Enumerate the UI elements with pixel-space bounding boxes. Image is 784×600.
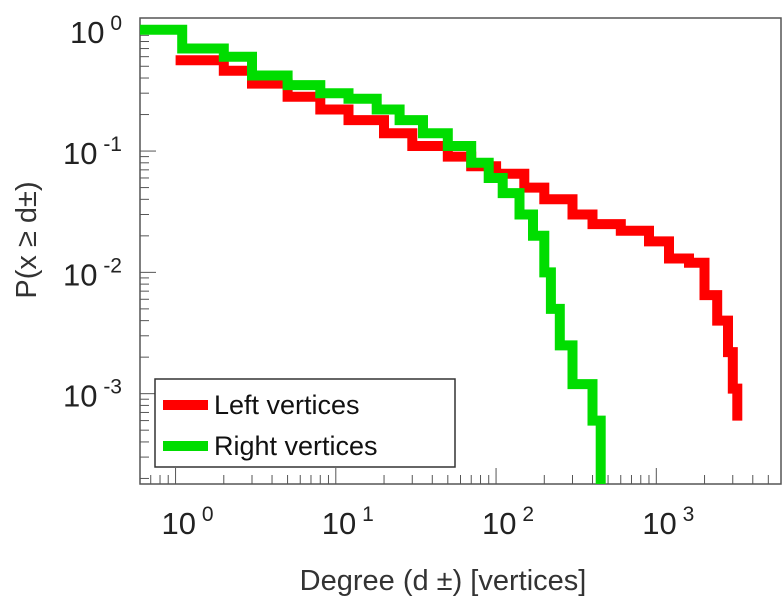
x-tick-label: 10 1 [322,503,374,541]
plot-area [139,17,782,485]
x-tick-labels: 10 0 10 1 10 2 10 3 [162,503,695,541]
legend-label-right: Right vertices [214,431,378,461]
x-minor-ticks [139,468,782,484]
legend-label-left: Left vertices [214,390,360,420]
x-tick-label: 10 0 [162,503,214,541]
x-axis-label: Degree (d ±) [vertices] [300,565,587,597]
y-tick-label: 10 -2 [63,254,122,292]
x-tick-label: 10 3 [642,503,694,541]
legend: Left vertices Right vertices [154,378,456,468]
y-minor-ticks [140,29,156,479]
series-right-vertices [140,24,606,484]
y-axis-label: P(x ≥ d±) [11,181,43,298]
legend-box [154,378,456,468]
y-tick-label: 10 0 [70,12,122,50]
series-layer [140,24,743,484]
y-tick-labels: 10 0 10 -1 10 -2 10 -3 [63,12,122,414]
x-tick-label: 10 2 [482,503,534,541]
y-tick-label: 10 -1 [63,133,122,171]
series-left-vertices [175,55,743,421]
y-tick-label: 10 -3 [63,376,122,414]
